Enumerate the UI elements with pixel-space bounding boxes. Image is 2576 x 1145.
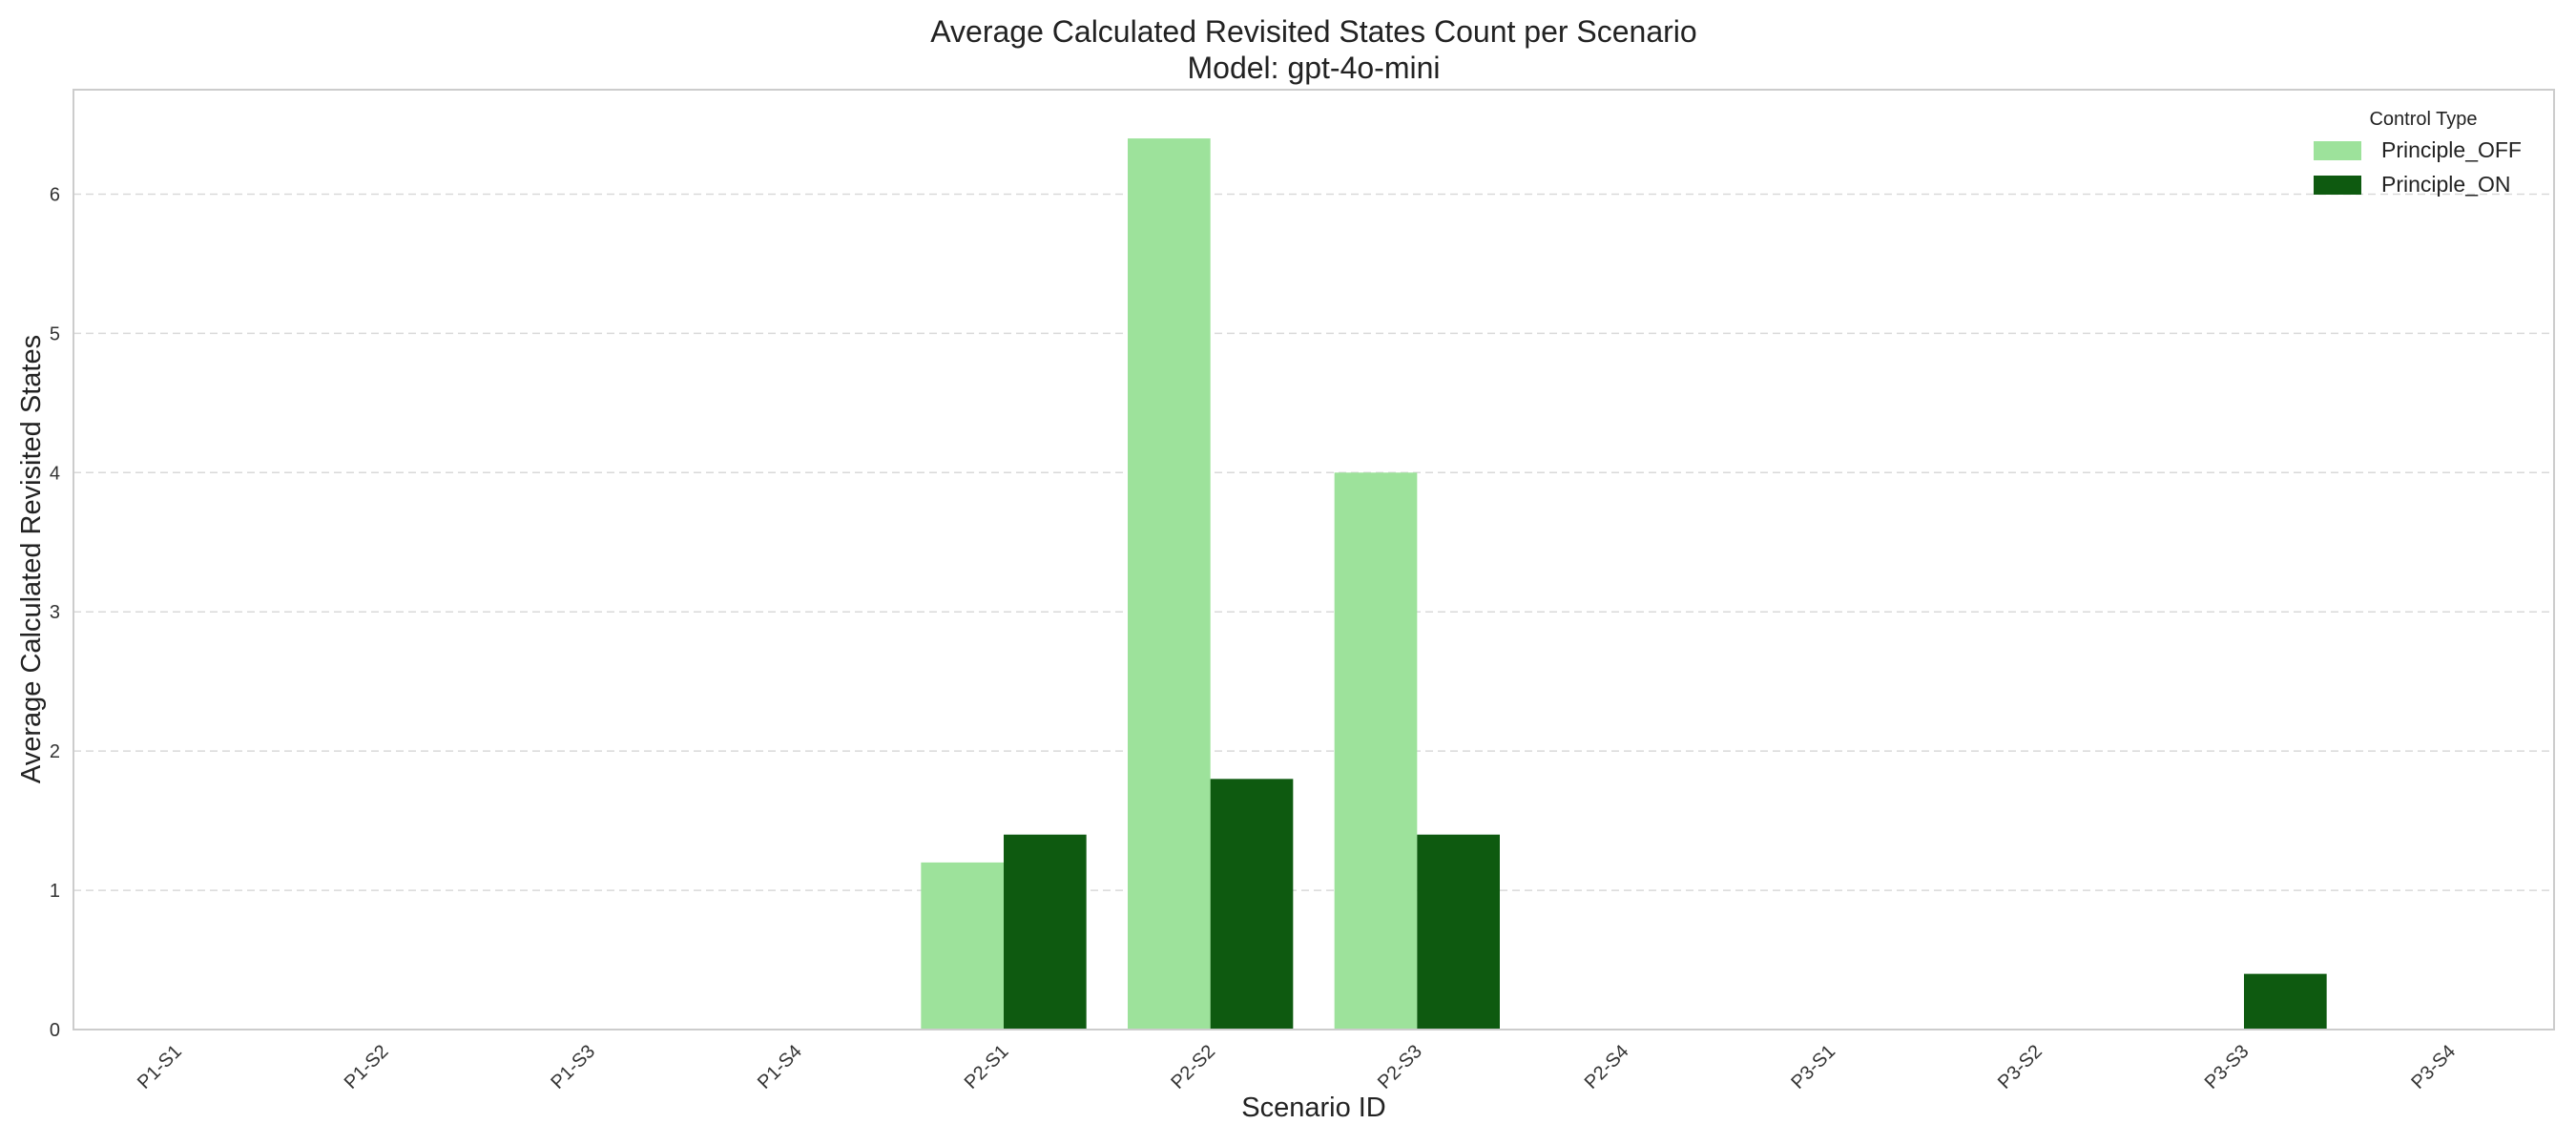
chart-title: Average Calculated Revisited States Coun… (930, 14, 1696, 49)
legend-label-principle-off: Principle_OFF (2381, 137, 2522, 162)
gridlines (73, 193, 2554, 891)
legend-swatch-principle-on (2314, 176, 2361, 195)
y-tick-label: 2 (50, 741, 60, 762)
bar-principle-off-p2-s1 (921, 862, 1004, 1030)
legend-title: Control Type (2369, 109, 2477, 130)
bar-principle-off-p2-s2 (1128, 138, 1211, 1030)
y-tick-label: 0 (50, 1020, 60, 1041)
bar-principle-on-p2-s2 (1210, 779, 1294, 1030)
y-tick-label: 3 (50, 602, 60, 623)
y-axis-ticks: 0 1 2 3 4 5 6 (50, 184, 60, 1041)
plot-frame (73, 89, 2555, 1030)
x-axis-label: Scenario ID (1241, 1093, 1386, 1123)
bar-principle-off-p2-s3 (1334, 472, 1418, 1030)
legend-swatch-principle-off (2314, 141, 2361, 160)
bar-principle-on-p2-s3 (1417, 834, 1500, 1030)
y-tick-label: 5 (50, 323, 60, 344)
bars (921, 138, 2327, 1030)
y-tick-label: 6 (50, 184, 60, 205)
y-tick-label: 1 (50, 881, 60, 902)
chart-subtitle: Model: gpt-4o-mini (1188, 51, 1441, 85)
bar-principle-on-p3-s3 (2244, 973, 2327, 1030)
y-tick-label: 4 (50, 463, 60, 484)
legend-label-principle-on: Principle_ON (2381, 172, 2511, 197)
y-axis-label: Average Calculated Revisited States (16, 335, 47, 783)
legend: Control Type Principle_OFF Principle_ON (2314, 109, 2522, 197)
bar-principle-on-p2-s1 (1004, 834, 1087, 1030)
